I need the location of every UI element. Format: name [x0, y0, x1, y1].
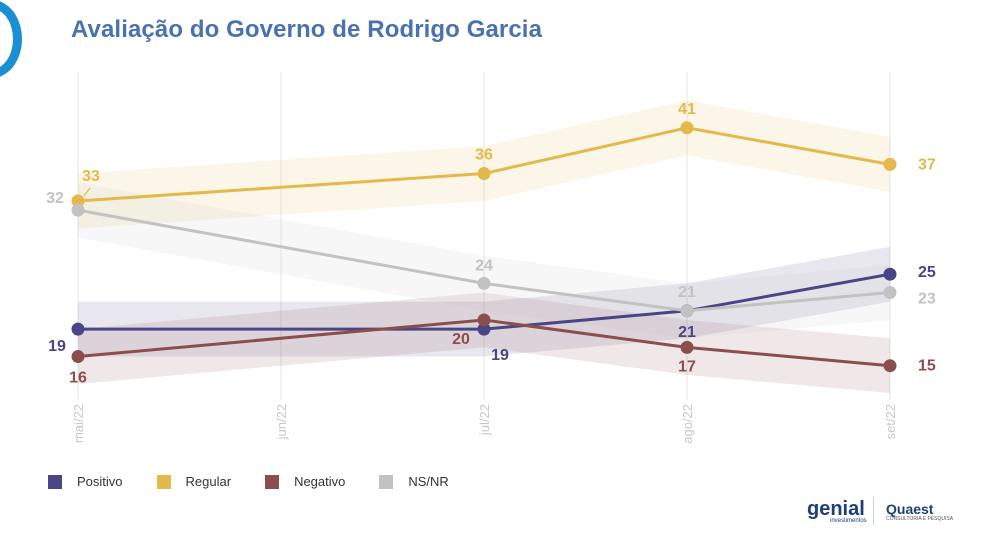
data-label-negativo-4: 15 [918, 358, 936, 375]
legend-label-negativo: Negativo [294, 474, 346, 489]
series-line-positivo [78, 272, 891, 331]
point-negativo-3 [883, 359, 897, 373]
legend-label-positivo: Positivo [77, 474, 123, 489]
point-positivo-1 [477, 322, 491, 336]
data-label-negativo-2: 20 [452, 331, 470, 348]
data-label-positivo-2: 19 [491, 347, 509, 364]
data-label-nsnr-0: 32 [46, 190, 64, 207]
point-regular-0 [71, 194, 85, 208]
point-negativo-0 [71, 350, 85, 364]
band-nsnr [78, 182, 890, 339]
series-line-nsnr [77, 208, 891, 313]
legend-item-nsnr: NS/NR [379, 474, 449, 489]
x-tick-label-mai-22: mai/22 [71, 404, 86, 443]
legend-swatch-nsnr [379, 474, 394, 489]
genial-logo-subtext: investimentos [830, 518, 867, 524]
legend-item-positivo: Positivo [48, 474, 123, 489]
data-label-positivo-0: 19 [48, 338, 66, 355]
data-label-negativo-3: 17 [678, 358, 696, 375]
genial-logo-text: genial [807, 498, 865, 520]
band-negativo [78, 292, 890, 394]
data-label-nsnr-3: 21 [678, 284, 696, 301]
quaest-logo-text: Quaest [886, 501, 934, 517]
point-negativo-1 [477, 313, 491, 327]
point-nsnr-3 [883, 286, 897, 299]
point-regular-1 [477, 167, 491, 181]
legend-swatch-regular [156, 474, 171, 489]
series-line-negativo [77, 318, 891, 368]
data-label-negativo-0: 16 [69, 370, 87, 387]
data-label-regular-3: 41 [678, 101, 696, 118]
series-line-regular [77, 126, 891, 203]
quaest-logo-subtext: CONSULTORIA E PESQUISA [886, 516, 954, 522]
data-label-nsnr-4: 23 [918, 291, 936, 308]
data-label-nsnr-2: 24 [475, 257, 493, 274]
legend-swatch-positivo [48, 474, 62, 489]
x-tick-label-jul-22: jul/22 [477, 404, 492, 436]
data-label-positivo-4: 25 [918, 264, 936, 281]
genial-logo: genial investimentos [807, 498, 867, 524]
x-tick-label-ago-22: ago/22 [680, 404, 695, 444]
legend-swatch-negativo [265, 474, 280, 489]
point-regular-3 [883, 157, 897, 171]
legend-item-regular: Regular [156, 474, 232, 489]
data-label-regular-4: 37 [918, 156, 936, 173]
quaest-logo: Quaest CONSULTORIA E PESQUISA [886, 501, 954, 523]
data-label-regular-2: 36 [475, 147, 493, 164]
chart-legend: Positivo Regular Negativo NS/NR [48, 474, 483, 489]
point-nsnr-2 [680, 304, 694, 318]
data-label-positivo-3: 21 [678, 324, 696, 341]
legend-item-negativo: Negativo [265, 474, 345, 489]
point-positivo-0 [71, 322, 85, 336]
x-tick-label-set-22: set/22 [883, 404, 898, 439]
point-nsnr-1 [477, 276, 491, 290]
point-negativo-2 [680, 340, 694, 354]
label-leader-regular-0 [83, 187, 91, 197]
x-tick-label-jun-22: jun/22 [274, 404, 289, 440]
data-label-regular-0: 33 [82, 168, 100, 185]
point-nsnr-0 [71, 203, 85, 217]
point-positivo-3 [883, 267, 897, 281]
brand-divider [873, 497, 874, 525]
chart-title: Avaliação do Governo de Rodrigo Garcia [71, 16, 543, 43]
legend-label-regular: Regular [185, 474, 232, 489]
point-regular-2 [680, 121, 694, 135]
legend-label-nsnr: NS/NR [408, 474, 449, 489]
